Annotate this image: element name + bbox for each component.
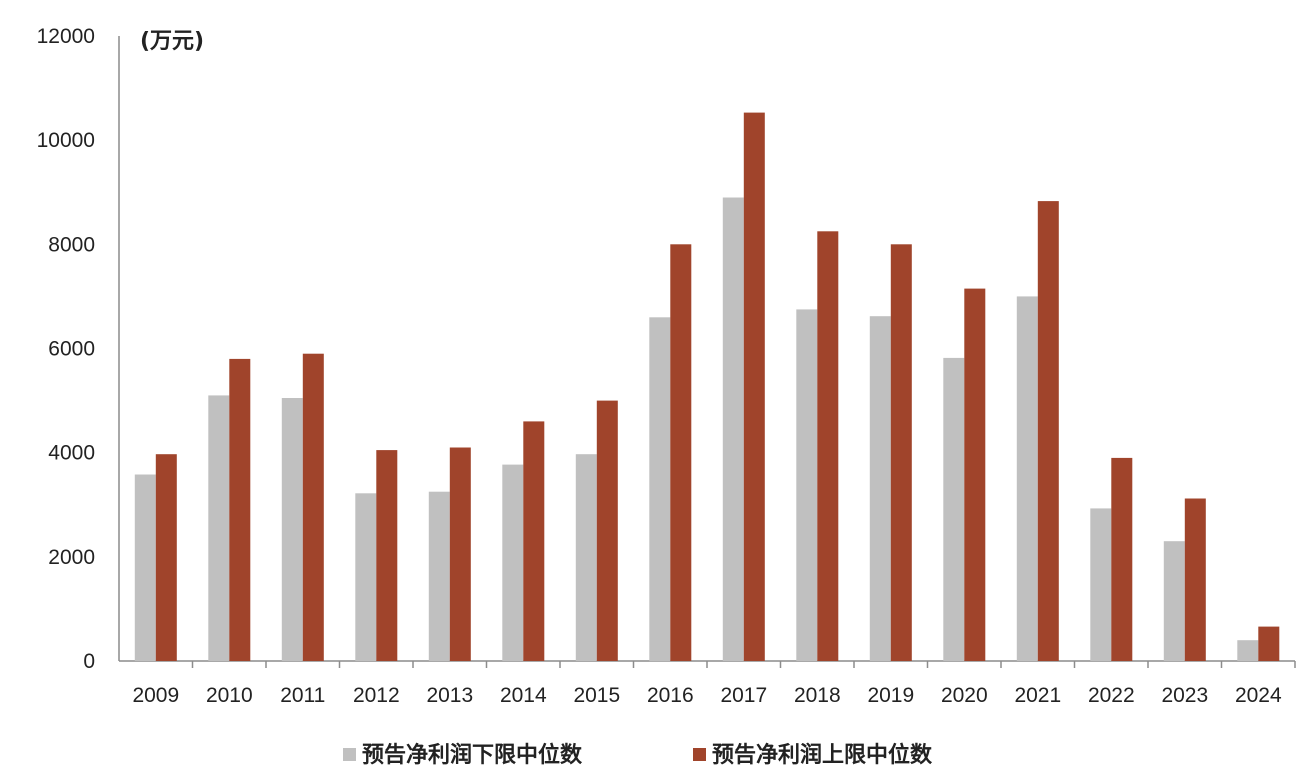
- bar-lower-2022: [1090, 508, 1112, 661]
- x-axis-ticks: [191, 661, 1296, 668]
- y-axis-unit-label: (万元): [140, 29, 204, 54]
- bar-upper-2013: [449, 447, 471, 661]
- x-tick-label: 2018: [794, 684, 841, 707]
- bar-upper-2016: [670, 244, 692, 662]
- x-tick-label: 2022: [1088, 684, 1135, 707]
- y-tick-label: 12000: [37, 25, 95, 48]
- x-tick-label: 2011: [280, 684, 325, 707]
- bar-upper-2022: [1111, 457, 1133, 661]
- legend-swatch-upper: [693, 748, 706, 761]
- x-tick-label: 2017: [720, 684, 767, 707]
- bar-upper-2014: [523, 421, 545, 661]
- bar-lower-2016: [649, 317, 671, 662]
- x-tick-label: 2016: [647, 684, 694, 707]
- bar-lower-2020: [943, 357, 965, 661]
- bar-upper-2015: [596, 400, 618, 661]
- bar-upper-2011: [302, 353, 324, 661]
- x-tick-label: 2020: [941, 684, 988, 707]
- bar-lower-2011: [281, 398, 303, 661]
- legend-label-lower: 预告净利润下限中位数: [362, 742, 583, 768]
- bar-lower-2023: [1163, 541, 1185, 661]
- bar-upper-2021: [1037, 201, 1059, 661]
- x-tick-label: 2019: [867, 684, 914, 707]
- legend: 预告净利润下限中位数 预告净利润上限中位数: [343, 742, 933, 768]
- bar-lower-2012: [355, 493, 377, 661]
- bar-upper-2020: [964, 288, 986, 661]
- y-tick-label: 0: [83, 650, 95, 673]
- bar-lower-2014: [502, 464, 524, 661]
- x-axis-tick-labels: 2009 2010 2011 2012 2013 2014 2015 2016 2017 2018…: [132, 684, 1282, 707]
- bar-upper-2018: [817, 231, 839, 662]
- bar-lower-2018: [796, 309, 818, 661]
- y-tick-label: 4000: [48, 442, 95, 465]
- y-tick-label: 10000: [37, 129, 95, 152]
- bar-upper-2019: [890, 244, 912, 662]
- x-tick-label: 2023: [1161, 684, 1208, 707]
- legend-label-upper: 预告净利润上限中位数: [712, 742, 933, 768]
- bar-lower-2015: [575, 454, 597, 661]
- bar-upper-2010: [229, 358, 251, 661]
- bar-lower-2017: [722, 197, 744, 661]
- bar-upper-2017: [743, 112, 765, 662]
- bar-lower-2019: [869, 316, 891, 661]
- x-tick-label: 2021: [1014, 684, 1061, 707]
- bar-lower-2010: [208, 395, 230, 661]
- bar-upper-2012: [376, 450, 398, 661]
- bar-lower-2024: [1237, 640, 1259, 661]
- bars: [134, 112, 1280, 662]
- bar-lower-2021: [1016, 296, 1038, 661]
- y-axis-tick-labels: 0 2000 4000 6000 8000 10000 12000: [37, 25, 95, 673]
- x-tick-label: 2015: [573, 684, 620, 707]
- bar-lower-2009: [134, 474, 156, 661]
- x-tick-label: 2012: [353, 684, 400, 707]
- x-tick-label: 2024: [1235, 684, 1282, 707]
- x-tick-label: 2009: [132, 684, 179, 707]
- bar-lower-2013: [428, 491, 450, 661]
- x-tick-label: 2013: [426, 684, 473, 707]
- y-tick-label: 6000: [48, 338, 95, 361]
- y-tick-label: 2000: [48, 546, 95, 569]
- x-tick-label: 2010: [206, 684, 253, 707]
- bar-upper-2024: [1258, 626, 1280, 661]
- bar-upper-2023: [1184, 498, 1206, 661]
- y-tick-label: 8000: [48, 233, 95, 256]
- legend-swatch-lower: [343, 748, 356, 761]
- bar-upper-2009: [155, 454, 177, 661]
- x-tick-label: 2014: [500, 684, 547, 707]
